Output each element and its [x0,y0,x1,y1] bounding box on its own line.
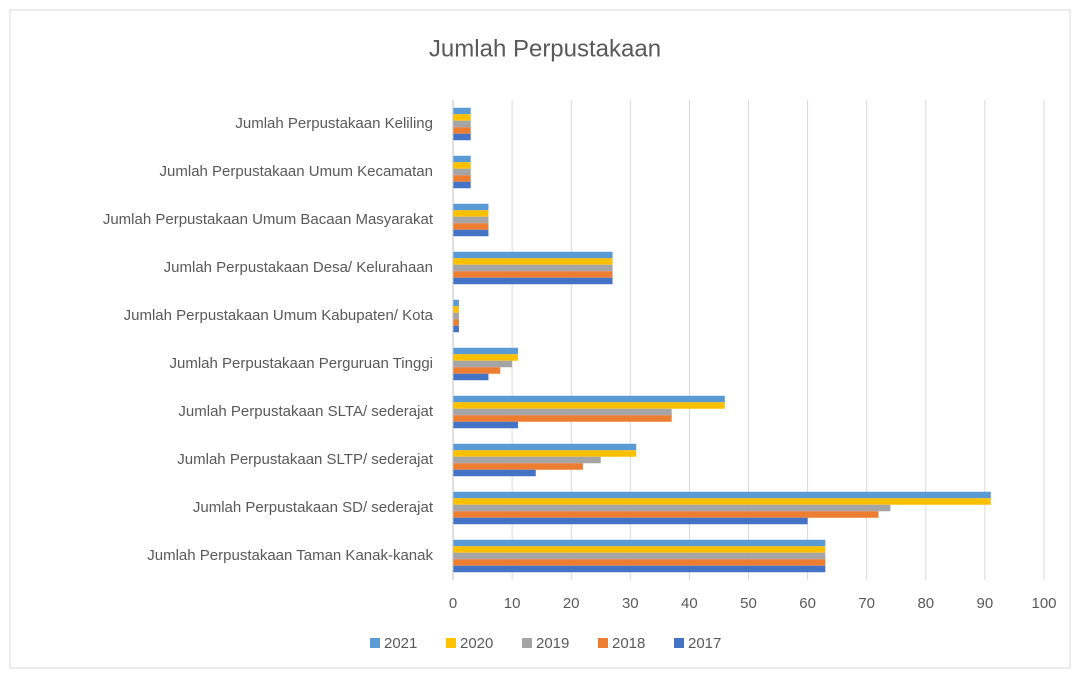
bar [453,408,672,416]
bar [453,354,519,361]
bar [453,277,613,285]
y-tick-label: Jumlah Perpustakaan Keliling [235,115,433,132]
y-tick-label: Jumlah Perpustakaan Desa/ Kelurahaan [164,259,433,276]
bar [453,120,471,128]
x-tick-label: 0 [449,595,457,612]
bar [453,107,471,115]
bar [453,203,489,211]
x-tick-label: 50 [740,595,757,612]
x-tick-label: 20 [563,595,580,612]
bar [453,251,613,259]
bar [453,367,501,374]
x-tick-label: 100 [1031,595,1056,612]
bar [453,491,991,499]
legend-label: 2017 [688,635,721,652]
bar [453,347,519,355]
legend-label: 2021 [384,635,417,652]
legend-swatch [446,638,456,648]
bar [453,133,471,141]
bar [453,421,519,429]
legend-swatch [370,638,380,648]
bar [453,402,725,409]
bar [453,216,489,224]
bar [453,312,459,320]
y-tick-label: Jumlah Perpustakaan SLTP/ sederajat [177,451,434,468]
bar [453,498,991,505]
bar [453,181,471,189]
bar [453,463,584,470]
legend-swatch [674,638,684,648]
bar [453,271,613,278]
y-tick-label: Jumlah Perpustakaan Taman Kanak-kanak [147,547,433,564]
bar [453,229,489,237]
bar [453,127,471,134]
bar [453,162,471,169]
bar [453,306,459,313]
legend-swatch [598,638,608,648]
y-tick-label: Jumlah Perpustakaan Umum Bacaan Masyarak… [103,211,434,228]
bar [453,299,459,307]
y-tick-label: Jumlah Perpustakaan SD/ sederajat [193,499,434,516]
bar [453,175,471,182]
y-tick-label: Jumlah Perpustakaan Umum Kabupaten/ Kota [124,307,434,324]
x-tick-label: 40 [681,595,698,612]
bar [453,511,879,518]
bar [453,559,826,566]
bar [453,517,808,525]
bar [453,546,826,553]
x-tick-label: 10 [504,595,521,612]
bar [453,223,489,230]
bar [453,155,471,163]
bar [453,565,826,573]
bar [453,539,826,547]
bar [453,360,513,368]
legend-swatch [522,638,532,648]
legend-label: 2020 [460,635,493,652]
bar [453,319,459,326]
legend-label: 2019 [536,635,569,652]
x-tick-label: 70 [858,595,875,612]
bar [453,469,536,477]
bar [453,456,601,464]
y-tick-label: Jumlah Perpustakaan Umum Kecamatan [160,163,433,180]
bar [453,552,826,560]
bar [453,210,489,217]
bar [453,264,613,272]
bar [453,395,725,403]
bar [453,504,891,512]
chart-title: Jumlah Perpustakaan [429,35,661,62]
bar [453,325,459,333]
x-tick-label: 90 [977,595,994,612]
x-tick-label: 60 [799,595,816,612]
bar [453,114,471,121]
x-tick-label: 30 [622,595,639,612]
legend-label: 2018 [612,635,645,652]
bar [453,415,672,422]
bar [453,168,471,176]
bar [453,373,489,381]
y-tick-label: Jumlah Perpustakaan Perguruan Tinggi [170,355,434,372]
y-tick-label: Jumlah Perpustakaan SLTA/ sederajat [178,403,433,420]
bar [453,450,637,457]
bar [453,443,637,451]
x-tick-label: 80 [917,595,934,612]
bar [453,258,613,265]
